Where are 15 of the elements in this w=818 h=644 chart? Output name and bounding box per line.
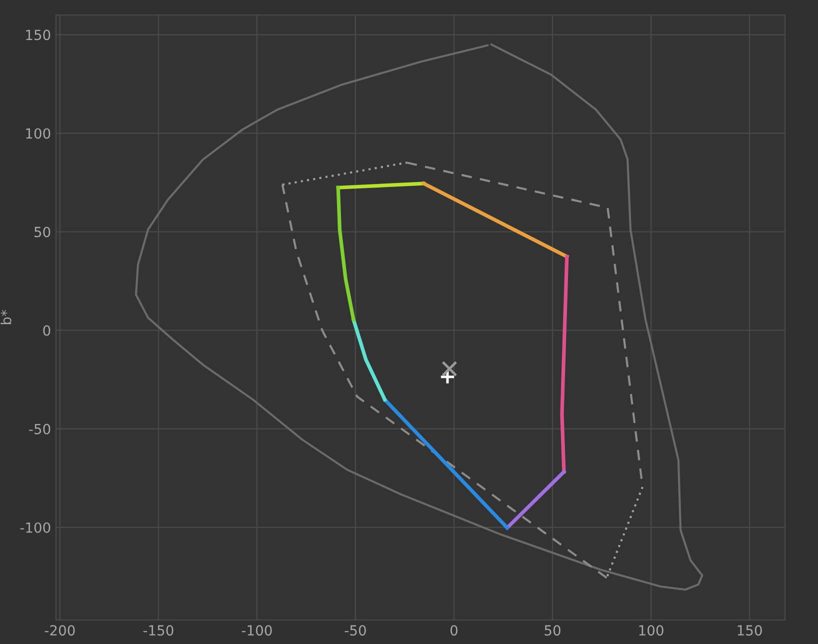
x-tick-label: 50	[544, 625, 560, 636]
x-tick-label: -50	[344, 625, 366, 636]
y-tick-label: 100	[26, 128, 50, 139]
x-tick-label: -200	[44, 625, 75, 636]
x-tick-label: 150	[738, 625, 762, 636]
y-tick-label: 0	[43, 325, 50, 336]
y-tick-label: -50	[29, 424, 50, 434]
x-tick-label: -100	[242, 625, 272, 636]
x-tick-label: -150	[143, 625, 174, 636]
y-axis-title: b*	[0, 310, 12, 324]
y-tick-label: -100	[20, 522, 50, 533]
x-tick-label: 0	[450, 625, 458, 636]
y-tick-label: 150	[26, 30, 50, 40]
y-tick-label: 50	[34, 226, 50, 238]
x-tick-label: 100	[639, 625, 664, 636]
